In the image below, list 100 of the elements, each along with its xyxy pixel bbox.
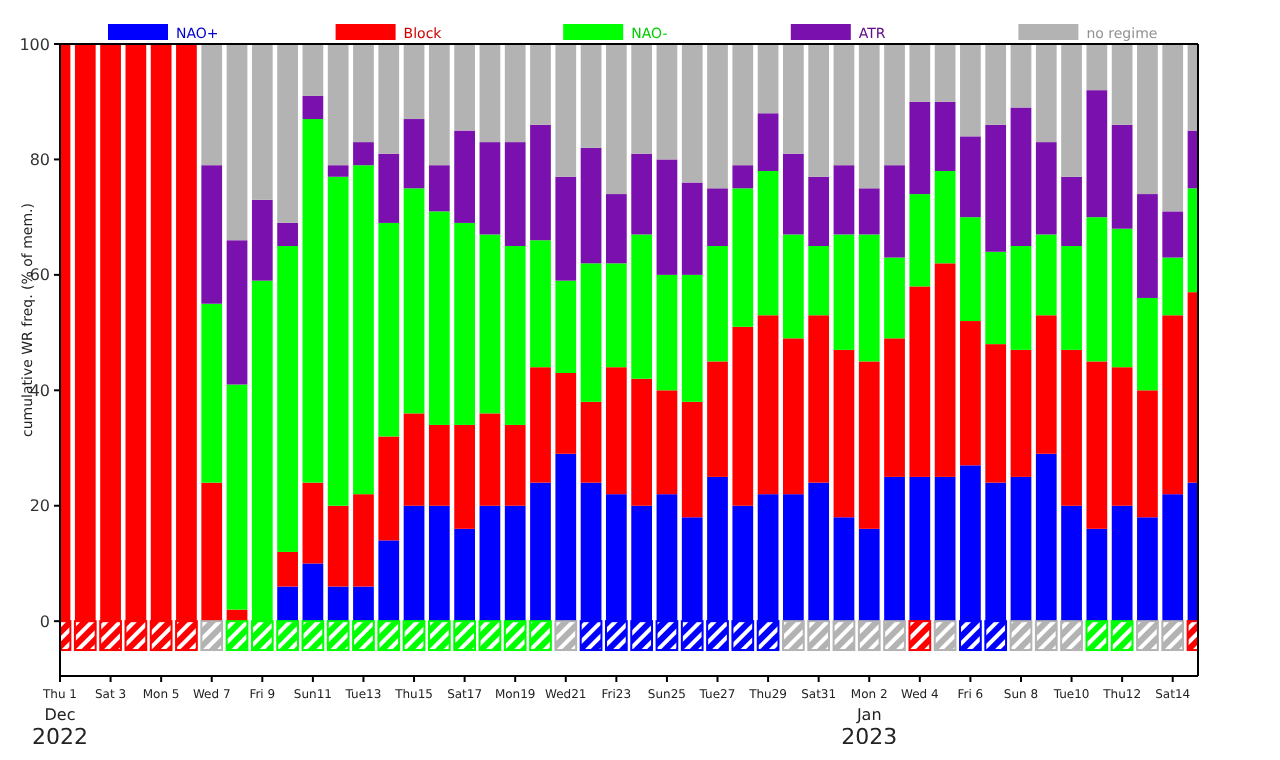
- bar: [934, 170, 956, 264]
- bar: [378, 540, 400, 622]
- bar: [934, 44, 956, 102]
- bar: [1061, 349, 1082, 506]
- bar: [707, 188, 728, 247]
- bar: [884, 165, 905, 258]
- bar: [909, 44, 931, 102]
- bar: [428, 44, 450, 166]
- bar: [1035, 453, 1057, 622]
- bar: [707, 361, 728, 477]
- bar: [378, 222, 400, 437]
- bar: [201, 44, 223, 166]
- bar: [909, 286, 931, 477]
- bar: [1010, 44, 1032, 108]
- bar: [605, 194, 627, 264]
- bar: [277, 586, 298, 622]
- bar: [783, 153, 804, 235]
- bar: [479, 413, 501, 506]
- bar: [656, 44, 678, 160]
- bar: [479, 142, 501, 235]
- text: 2023: [841, 724, 898, 750]
- bar: [605, 263, 627, 368]
- bar: [1137, 44, 1158, 195]
- bar: [353, 494, 374, 587]
- bar: [1061, 505, 1082, 622]
- text: Dec: [44, 706, 76, 724]
- bar: [327, 44, 349, 166]
- bar: [327, 176, 349, 506]
- bar: [555, 453, 577, 622]
- bar: [985, 344, 1007, 483]
- bar: [656, 390, 678, 495]
- bar: [353, 586, 374, 622]
- bar: [960, 44, 981, 137]
- bar: [428, 211, 450, 425]
- bar: [201, 303, 223, 483]
- bar: [1035, 234, 1057, 316]
- bar: [479, 44, 501, 143]
- bar: [1086, 44, 1108, 91]
- bar: [251, 199, 273, 281]
- y-tick-label: 40: [29, 381, 50, 400]
- bar: [909, 101, 931, 195]
- bar: [732, 165, 754, 189]
- bar: [403, 188, 425, 414]
- bar: [1035, 44, 1057, 143]
- bar: [530, 124, 551, 241]
- bar: [884, 338, 905, 477]
- bar: [1162, 44, 1184, 212]
- bar: [504, 424, 526, 506]
- bar: [504, 505, 526, 622]
- bar: [403, 44, 425, 120]
- bar: [1010, 246, 1032, 350]
- bar: [277, 246, 298, 552]
- bar: [858, 44, 880, 189]
- bar: [555, 280, 577, 373]
- bar: [681, 401, 703, 518]
- bar: [808, 44, 830, 177]
- text: Jan: [854, 706, 882, 724]
- bar: [428, 424, 450, 506]
- bar: [226, 44, 248, 241]
- bar: [530, 482, 551, 622]
- bar: [960, 217, 981, 322]
- bar: [353, 165, 374, 495]
- bar: [858, 528, 880, 622]
- bar: [454, 222, 475, 425]
- bar: [555, 372, 577, 454]
- bar: [530, 367, 551, 483]
- bar: [1111, 124, 1133, 229]
- bar: [530, 44, 551, 125]
- bar: [1086, 90, 1108, 218]
- bar: [858, 234, 880, 362]
- bar: [732, 44, 754, 166]
- bar: [707, 44, 728, 189]
- bar: [1061, 246, 1082, 350]
- bar: [1162, 315, 1184, 495]
- bar: [934, 263, 956, 477]
- bar: [302, 95, 324, 120]
- bar: [1111, 228, 1133, 368]
- bar: [1086, 528, 1108, 622]
- bar: [327, 586, 349, 622]
- bar: [960, 321, 981, 466]
- bar: [884, 44, 905, 166]
- bar: [201, 482, 223, 622]
- bar: [454, 528, 475, 622]
- bar: [934, 476, 956, 622]
- bar: [960, 136, 981, 218]
- bar: [909, 476, 931, 622]
- bar: [378, 436, 400, 541]
- bar: [933, 620, 957, 652]
- bar: [884, 257, 905, 339]
- bar: [277, 44, 298, 223]
- bar: [428, 165, 450, 212]
- bar: [1162, 257, 1184, 316]
- bar: [353, 142, 374, 166]
- bar: [808, 176, 830, 247]
- bar: [985, 44, 1007, 125]
- bar: [1061, 44, 1082, 177]
- bar: [783, 234, 804, 339]
- bar: [454, 130, 475, 223]
- bar: [378, 44, 400, 154]
- bar: [428, 505, 450, 622]
